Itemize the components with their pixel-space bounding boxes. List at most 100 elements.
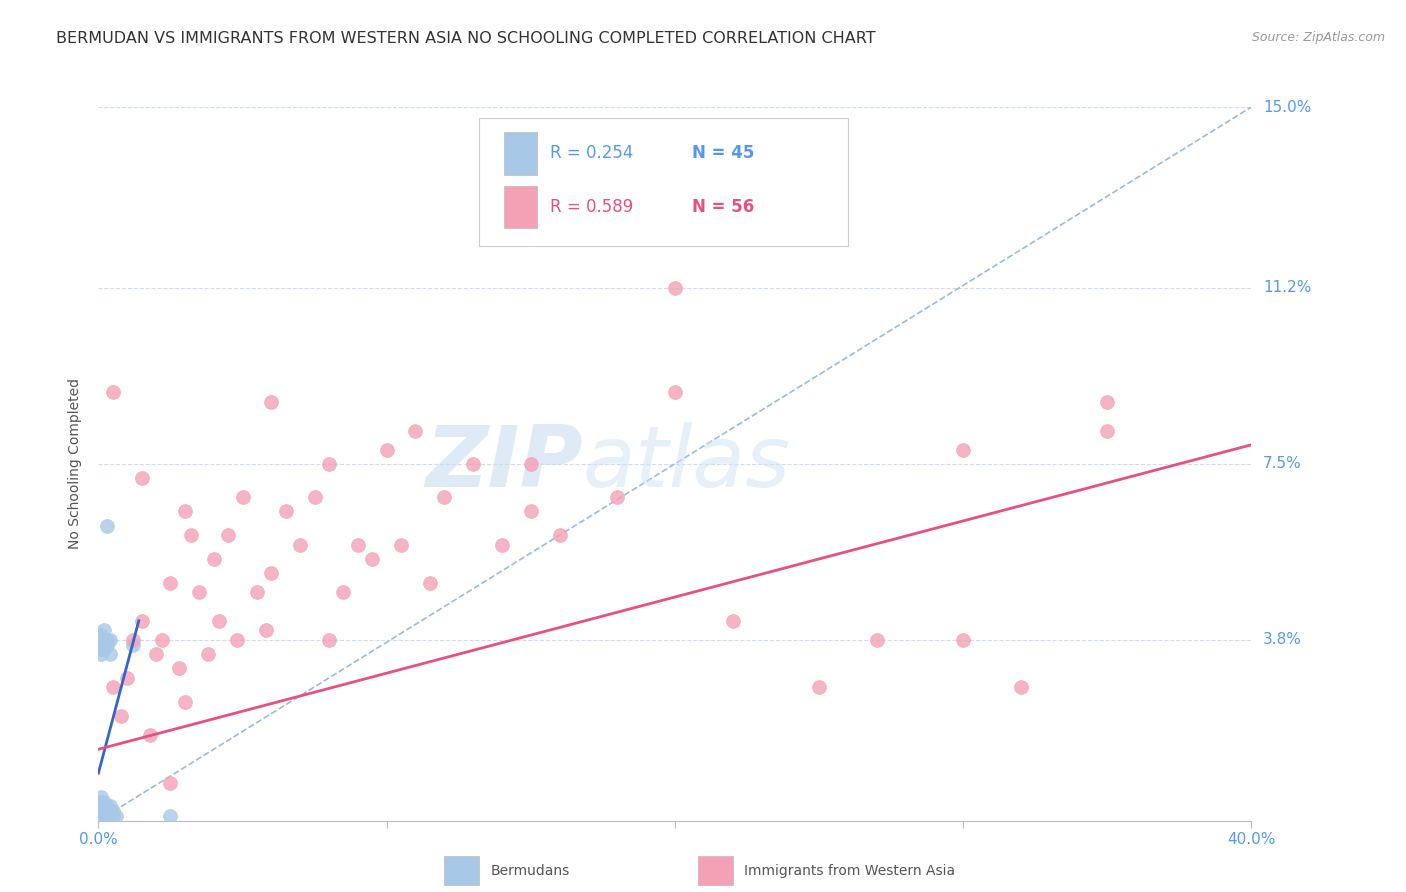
Point: [807, 681, 830, 695]
Point: [274, 504, 297, 518]
Point: [90, 632, 112, 647]
Point: [110, 709, 132, 723]
Point: [122, 632, 145, 647]
Text: R = 0.589: R = 0.589: [550, 198, 634, 216]
Point: [104, 809, 127, 823]
Point: [145, 647, 167, 661]
Point: [93, 642, 115, 657]
Point: [90, 809, 112, 823]
Y-axis label: No Schooling Completed: No Schooling Completed: [69, 378, 83, 549]
Point: [346, 538, 368, 552]
Point: [202, 552, 225, 566]
Point: [159, 775, 181, 789]
Point: [375, 442, 398, 457]
Point: [93, 624, 115, 638]
Point: [520, 504, 543, 518]
Point: [433, 490, 456, 504]
Point: [225, 632, 247, 647]
Point: [318, 457, 340, 471]
Point: [405, 424, 427, 438]
FancyBboxPatch shape: [479, 118, 848, 246]
Text: Source: ZipAtlas.com: Source: ZipAtlas.com: [1251, 31, 1385, 45]
Point: [952, 632, 974, 647]
Point: [101, 385, 124, 400]
Point: [93, 795, 115, 809]
Point: [491, 538, 513, 552]
Point: [188, 585, 211, 599]
Point: [93, 809, 115, 823]
Text: N = 56: N = 56: [692, 198, 755, 216]
Point: [93, 804, 115, 818]
FancyBboxPatch shape: [505, 132, 537, 175]
Point: [96, 632, 118, 647]
Point: [93, 638, 115, 652]
Point: [98, 632, 121, 647]
Point: [93, 809, 115, 823]
Point: [664, 281, 686, 295]
Point: [167, 661, 190, 675]
Point: [90, 804, 112, 818]
Text: 11.2%: 11.2%: [1263, 280, 1312, 295]
Point: [332, 585, 354, 599]
Point: [866, 632, 889, 647]
Point: [96, 638, 118, 652]
Text: 3.8%: 3.8%: [1263, 632, 1302, 648]
Point: [197, 647, 219, 661]
Point: [90, 799, 112, 814]
Point: [93, 809, 115, 823]
Point: [98, 647, 121, 661]
Point: [131, 471, 153, 485]
Point: [98, 809, 121, 823]
Point: [93, 799, 115, 814]
Point: [1097, 424, 1119, 438]
Point: [101, 804, 124, 818]
Point: [548, 528, 571, 542]
Point: [90, 809, 112, 823]
Point: [117, 671, 138, 685]
Text: atlas: atlas: [582, 422, 790, 506]
Point: [90, 804, 112, 818]
Point: [318, 632, 340, 647]
Point: [159, 809, 181, 823]
Text: Bermudans: Bermudans: [491, 863, 569, 878]
Text: 15.0%: 15.0%: [1263, 100, 1312, 114]
Point: [290, 538, 312, 552]
Point: [96, 809, 118, 823]
Point: [174, 695, 197, 709]
Point: [98, 799, 121, 814]
Point: [90, 814, 112, 828]
Point: [1097, 395, 1119, 409]
Point: [180, 528, 202, 542]
Point: [1010, 681, 1032, 695]
Point: [159, 575, 181, 590]
Point: [93, 809, 115, 823]
FancyBboxPatch shape: [444, 856, 479, 885]
Text: BERMUDAN VS IMMIGRANTS FROM WESTERN ASIA NO SCHOOLING COMPLETED CORRELATION CHAR: BERMUDAN VS IMMIGRANTS FROM WESTERN ASIA…: [56, 31, 876, 46]
FancyBboxPatch shape: [505, 186, 537, 228]
Point: [96, 804, 118, 818]
Point: [721, 614, 744, 628]
Text: Immigrants from Western Asia: Immigrants from Western Asia: [744, 863, 955, 878]
Point: [217, 528, 239, 542]
Point: [93, 804, 115, 818]
Point: [131, 614, 153, 628]
Point: [231, 490, 254, 504]
Point: [304, 490, 326, 504]
Point: [93, 809, 115, 823]
Point: [96, 809, 118, 823]
Text: ZIP: ZIP: [425, 422, 582, 506]
Text: R = 0.254: R = 0.254: [550, 145, 634, 162]
Point: [90, 795, 112, 809]
Point: [419, 575, 441, 590]
Point: [260, 395, 283, 409]
Point: [664, 385, 686, 400]
Point: [101, 809, 124, 823]
Point: [98, 804, 121, 818]
Point: [93, 642, 115, 657]
Point: [254, 624, 277, 638]
Point: [139, 728, 162, 742]
Point: [96, 799, 118, 814]
Point: [96, 804, 118, 818]
Point: [101, 681, 124, 695]
Point: [246, 585, 269, 599]
